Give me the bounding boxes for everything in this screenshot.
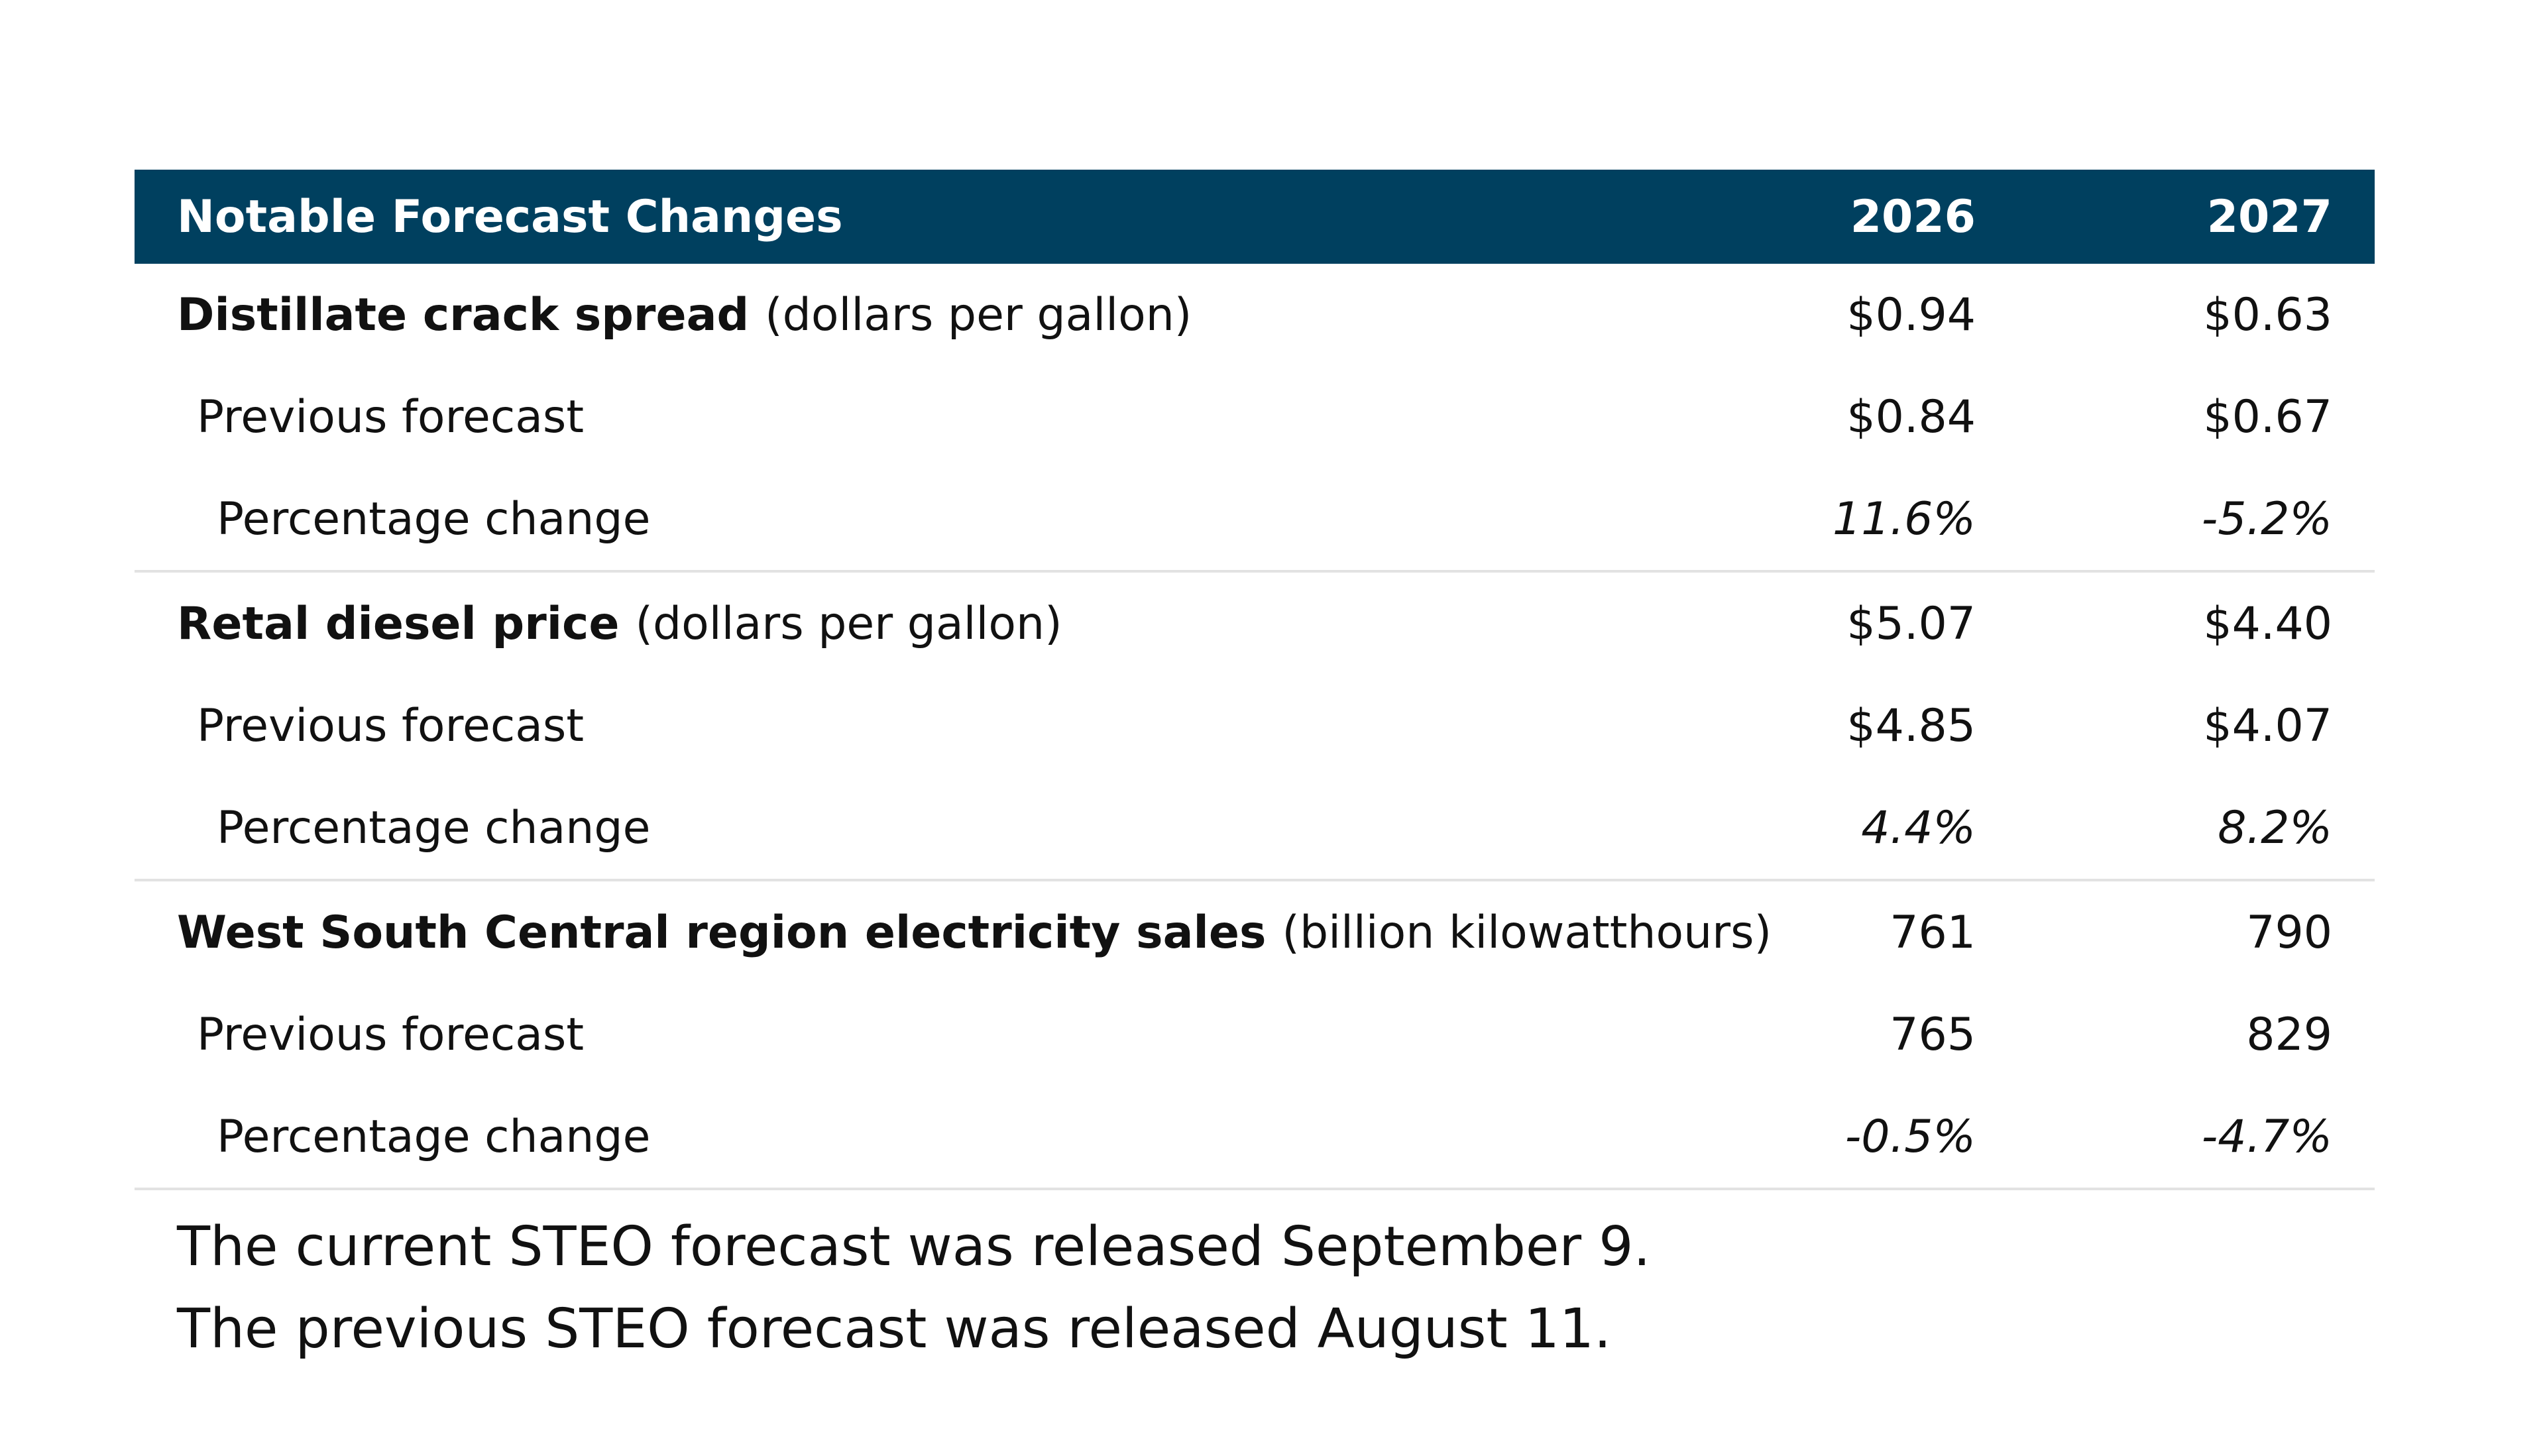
forecast-changes-table: Notable Forecast Changes 2026 2027 Disti…: [135, 170, 2375, 1190]
table-title: Notable Forecast Changes: [177, 190, 843, 243]
table-header: Notable Forecast Changes 2026 2027: [135, 170, 2375, 264]
value-2026: $5.07: [1846, 597, 1976, 650]
pct-2026: -0.5%: [1844, 1110, 1976, 1163]
metric-name: Retal diesel price: [177, 597, 620, 650]
percentage-change-label: Percentage change: [217, 801, 651, 854]
group-retail-diesel-price: Retal diesel price (dollars per gallon) $…: [135, 573, 2375, 881]
pct-2026: 11.6%: [1832, 492, 1976, 545]
table-row: Previous forecast $4.85 $4.07: [135, 675, 2375, 777]
row-label: Retal diesel price (dollars per gallon): [135, 598, 1777, 650]
pct-2026: 4.4%: [1861, 801, 1976, 854]
table-row: Percentage change 4.4% 8.2%: [135, 777, 2375, 879]
previous-forecast-label: Previous forecast: [197, 390, 584, 443]
metric-unit: (dollars per gallon): [765, 288, 1192, 341]
row-label: Distillate crack spread (dollars per gall…: [135, 289, 1777, 341]
previous-2027: $4.07: [2203, 699, 2332, 752]
value-2026: $0.94: [1846, 288, 1976, 341]
group-distillate-crack-spread: Distillate crack spread (dollars per gall…: [135, 264, 2375, 573]
value-2027: $4.40: [2203, 597, 2332, 650]
previous-release-note: The previous STEO forecast was released …: [177, 1298, 1612, 1361]
metric-unit: (billion kilowatthours): [1282, 906, 1772, 959]
previous-2026: 765: [1890, 1008, 1976, 1061]
table-row: Previous forecast 765 829: [135, 983, 2375, 1086]
table-row: Percentage change 11.6% -5.2%: [135, 468, 2375, 570]
table-row: Percentage change -0.5% -4.7%: [135, 1086, 2375, 1188]
table-row: Retal diesel price (dollars per gallon) $…: [135, 573, 2375, 675]
metric-name: West South Central region electricity sa…: [177, 906, 1267, 959]
value-2027: 790: [2246, 906, 2332, 959]
value-2026: 761: [1890, 906, 1976, 959]
release-notes: The current STEO forecast was released S…: [177, 1206, 1650, 1371]
percentage-change-label: Percentage change: [217, 492, 651, 545]
previous-2026: $4.85: [1846, 699, 1976, 752]
value-2027: $0.63: [2203, 288, 2332, 341]
metric-name: Distillate crack spread: [177, 288, 750, 341]
previous-2027: $0.67: [2203, 390, 2332, 443]
group-electricity-sales: West South Central region electricity sa…: [135, 881, 2375, 1190]
table-row: West South Central region electricity sa…: [135, 881, 2375, 983]
pct-2027: -4.7%: [2201, 1110, 2332, 1163]
pct-2027: 8.2%: [2218, 801, 2332, 854]
pct-2027: -5.2%: [2201, 492, 2332, 545]
table-row: Distillate crack spread (dollars per gall…: [135, 264, 2375, 366]
percentage-change-label: Percentage change: [217, 1110, 651, 1163]
column-header-2026: 2026: [1850, 190, 1976, 243]
previous-2027: 829: [2246, 1008, 2332, 1061]
current-release-note: The current STEO forecast was released S…: [177, 1215, 1651, 1278]
column-header-2027: 2027: [2206, 190, 2332, 243]
metric-unit: (dollars per gallon): [635, 597, 1062, 650]
previous-forecast-label: Previous forecast: [197, 699, 584, 752]
table-row: Previous forecast $0.84 $0.67: [135, 366, 2375, 468]
row-label: West South Central region electricity sa…: [135, 907, 1777, 959]
previous-2026: $0.84: [1846, 390, 1976, 443]
previous-forecast-label: Previous forecast: [197, 1008, 584, 1061]
